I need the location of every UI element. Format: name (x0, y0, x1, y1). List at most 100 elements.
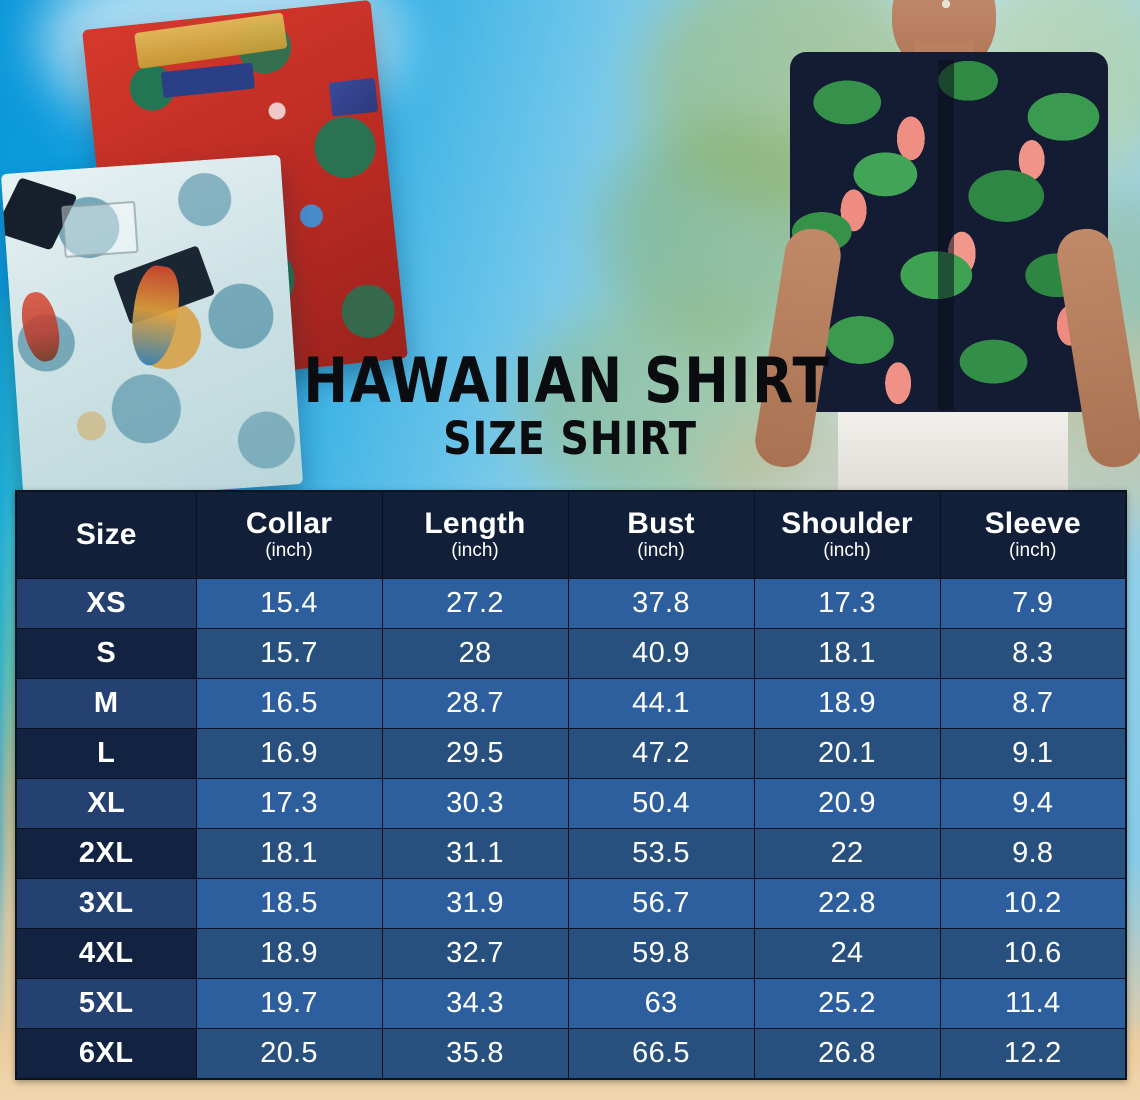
column-header-bust: Bust (inch) (567, 490, 755, 579)
cell-collar: 19.7 (195, 978, 383, 1029)
cell-bust: 63 (567, 978, 755, 1029)
shirt-button (942, 0, 950, 8)
blue-hawaiian-shirt (0, 154, 304, 504)
table-row: 3XL 18.5 31.9 56.7 22.8 10.2 (15, 878, 1127, 929)
cell-length: 29.5 (381, 728, 569, 779)
table-row: 2XL 18.1 31.1 53.5 22 9.8 (15, 828, 1127, 879)
cell-bust: 66.5 (567, 1028, 755, 1079)
column-header-collar-label: Collar (245, 507, 333, 540)
size-chart-table: Size Collar (inch) Length (inch) Bust (i… (15, 490, 1127, 1080)
cell-size: 5XL (15, 978, 197, 1029)
table-row: M 16.5 28.7 44.1 18.9 8.7 (15, 678, 1127, 729)
cell-sleeve: 9.1 (939, 728, 1127, 779)
cell-bust: 44.1 (567, 678, 755, 729)
cell-size: M (15, 678, 197, 729)
column-header-sleeve: Sleeve (inch) (939, 490, 1127, 579)
cell-shoulder: 22.8 (753, 878, 941, 929)
table-row: XL 17.3 30.3 50.4 20.9 9.4 (15, 778, 1127, 829)
column-header-length-unit: (inch) (451, 540, 499, 561)
column-header-bust-label: Bust (627, 507, 695, 540)
cell-collar: 15.7 (195, 628, 383, 679)
cell-sleeve: 7.9 (939, 578, 1127, 629)
table-row: 5XL 19.7 34.3 63 25.2 11.4 (15, 978, 1127, 1029)
size-chart-table-wrap: Size Collar (inch) Length (inch) Bust (i… (15, 490, 1127, 1080)
cell-length: 31.1 (381, 828, 569, 879)
red-shirt-label (160, 62, 256, 98)
cell-collar: 18.5 (195, 878, 383, 929)
cell-sleeve: 10.2 (939, 878, 1127, 929)
folded-shirts-photo (0, 0, 428, 504)
cell-bust: 56.7 (567, 878, 755, 929)
cell-size: 2XL (15, 828, 197, 879)
cell-collar: 16.5 (195, 678, 383, 729)
cell-size: L (15, 728, 197, 779)
blue-shirt-pocket (61, 200, 139, 258)
cell-size: XL (15, 778, 197, 829)
column-header-length: Length (inch) (381, 490, 569, 579)
cell-collar: 16.9 (195, 728, 383, 779)
cell-shoulder: 25.2 (753, 978, 941, 1029)
red-shirt-collar (134, 12, 288, 69)
table-row: 6XL 20.5 35.8 66.5 26.8 12.2 (15, 1028, 1127, 1079)
table-header-row: Size Collar (inch) Length (inch) Bust (i… (15, 490, 1127, 579)
model-photo (742, 0, 1140, 492)
column-header-sleeve-label: Sleeve (984, 507, 1081, 540)
cell-length: 32.7 (381, 928, 569, 979)
cell-collar: 15.4 (195, 578, 383, 629)
column-header-bust-unit: (inch) (637, 540, 685, 561)
cell-size: S (15, 628, 197, 679)
cell-shoulder: 18.9 (753, 678, 941, 729)
column-header-collar-unit: (inch) (265, 540, 313, 561)
red-shirt-brand-tag (328, 77, 379, 117)
cell-size: XS (15, 578, 197, 629)
macaw-print-2 (16, 288, 65, 365)
column-header-shoulder: Shoulder (inch) (753, 490, 941, 579)
cell-bust: 59.8 (567, 928, 755, 979)
column-header-shoulder-label: Shoulder (781, 507, 913, 540)
table-row: 4XL 18.9 32.7 59.8 24 10.6 (15, 928, 1127, 979)
table-row: XS 15.4 27.2 37.8 17.3 7.9 (15, 578, 1127, 629)
cell-bust: 50.4 (567, 778, 755, 829)
cell-size: 4XL (15, 928, 197, 979)
cell-bust: 47.2 (567, 728, 755, 779)
cell-sleeve: 12.2 (939, 1028, 1127, 1079)
cell-length: 28 (381, 628, 569, 679)
cell-sleeve: 9.8 (939, 828, 1127, 879)
cell-sleeve: 8.3 (939, 628, 1127, 679)
column-header-size-label: Size (75, 518, 137, 551)
table-row: L 16.9 29.5 47.2 20.1 9.1 (15, 728, 1127, 779)
cell-length: 35.8 (381, 1028, 569, 1079)
cell-size: 6XL (15, 1028, 197, 1079)
column-header-size: Size (15, 490, 197, 579)
cell-length: 30.3 (381, 778, 569, 829)
cell-length: 28.7 (381, 678, 569, 729)
cell-collar: 20.5 (195, 1028, 383, 1079)
column-header-shoulder-unit: (inch) (823, 540, 871, 561)
cell-size: 3XL (15, 878, 197, 929)
table-header: Size Collar (inch) Length (inch) Bust (i… (15, 490, 1127, 579)
table-row: S 15.7 28 40.9 18.1 8.3 (15, 628, 1127, 679)
table-body: XS 15.4 27.2 37.8 17.3 7.9 S 15.7 28 40.… (15, 578, 1127, 1079)
cell-sleeve: 8.7 (939, 678, 1127, 729)
cell-shoulder: 26.8 (753, 1028, 941, 1079)
cell-sleeve: 10.6 (939, 928, 1127, 979)
cell-length: 34.3 (381, 978, 569, 1029)
cell-collar: 18.1 (195, 828, 383, 879)
column-header-length-label: Length (424, 507, 526, 540)
cell-bust: 40.9 (567, 628, 755, 679)
cell-shoulder: 18.1 (753, 628, 941, 679)
cell-shoulder: 20.9 (753, 778, 941, 829)
cell-collar: 17.3 (195, 778, 383, 829)
cell-shoulder: 24 (753, 928, 941, 979)
cell-length: 27.2 (381, 578, 569, 629)
cell-sleeve: 9.4 (939, 778, 1127, 829)
cell-collar: 18.9 (195, 928, 383, 979)
cell-sleeve: 11.4 (939, 978, 1127, 1029)
cell-length: 31.9 (381, 878, 569, 929)
column-header-collar: Collar (inch) (195, 490, 383, 579)
shirt-placket (938, 60, 954, 410)
cell-bust: 53.5 (567, 828, 755, 879)
column-header-sleeve-unit: (inch) (1008, 540, 1057, 561)
cell-bust: 37.8 (567, 578, 755, 629)
cell-shoulder: 20.1 (753, 728, 941, 779)
